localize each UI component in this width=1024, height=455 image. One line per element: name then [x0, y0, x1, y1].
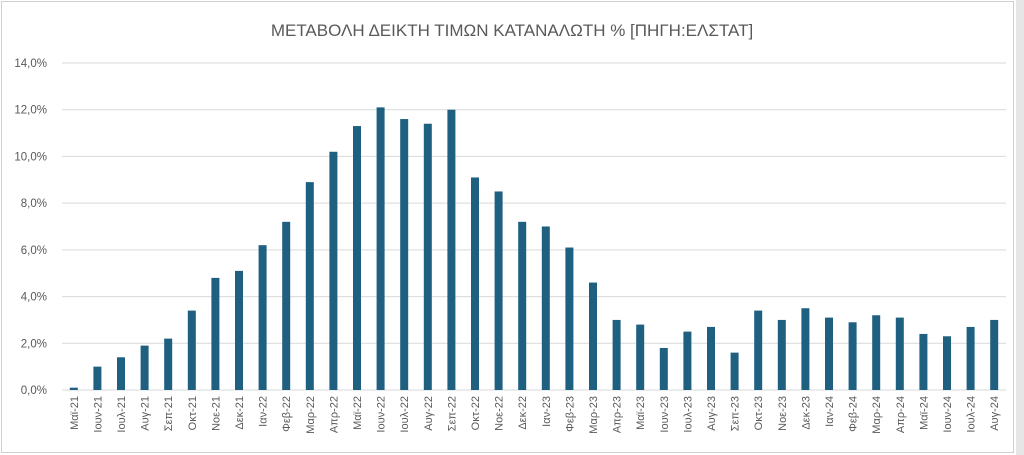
x-axis-labels: Μαϊ-21 Ιουν-21 Ιουλ-21 Αυγ-21 Σεπ-21 Οκτ-21 Νο… — [69, 396, 1001, 434]
bar — [872, 315, 881, 390]
x-tick-label: Απρ-23 — [612, 396, 624, 433]
x-tick-label: Ιαν-23 — [541, 396, 553, 427]
bar — [589, 282, 597, 390]
x-tick-label: Νοε-21 — [210, 396, 222, 431]
bar — [895, 317, 904, 390]
x-tick-label: Μαϊ-22 — [352, 396, 364, 430]
bar — [282, 221, 291, 390]
x-tick-label: Αυγ-24 — [989, 396, 1001, 431]
x-tick-label: Φεβ-22 — [281, 396, 293, 432]
chart-title: ΜΕΤΑΒΟΛΗ ΔΕΙΚΤΗ ΤΙΜΩΝ ΚΑΤΑΝΑΛΩΤΗ % [ΠΗΓΗ… — [271, 21, 753, 40]
y-tick-label: 8,0% — [21, 198, 47, 210]
bar — [140, 345, 149, 390]
bar — [707, 326, 715, 390]
x-tick-label: Φεβ-24 — [848, 396, 860, 432]
window-edge — [1016, 0, 1024, 455]
bar — [93, 366, 102, 390]
bar — [565, 247, 574, 390]
bar — [825, 317, 833, 390]
x-tick-label: Ιουν-21 — [92, 396, 104, 433]
bar — [801, 308, 810, 390]
bar — [990, 319, 999, 390]
x-tick-label: Μαρ-24 — [871, 396, 883, 434]
bar — [848, 322, 857, 390]
x-tick-label: Μαϊ-24 — [918, 396, 930, 430]
x-tick-label: Σεπ-22 — [446, 396, 458, 431]
bar — [494, 191, 503, 390]
bar — [423, 123, 432, 390]
x-tick-label: Ιουλ-23 — [682, 396, 694, 433]
x-tick-label: Ιουν-24 — [942, 396, 954, 433]
bar — [943, 336, 951, 390]
x-tick-label: Νοε-22 — [494, 396, 506, 431]
y-tick-label: 2,0% — [21, 338, 47, 350]
y-tick-label: 6,0% — [21, 245, 47, 257]
x-tick-label: Ιουλ-21 — [116, 396, 128, 433]
bar — [612, 319, 621, 390]
bar — [353, 126, 361, 391]
bar — [211, 277, 220, 390]
x-tick-label: Οκτ-22 — [470, 396, 482, 430]
y-tick-label: 4,0% — [21, 292, 47, 304]
x-tick-label: Ιαν-24 — [824, 396, 836, 427]
bar — [966, 326, 975, 390]
x-tick-label: Αυγ-21 — [140, 396, 152, 431]
x-tick-label: Μαϊ-23 — [635, 396, 647, 430]
x-tick-label: Μαρ-22 — [305, 396, 317, 434]
bar — [683, 331, 692, 390]
x-tick-label: Ιουλ-22 — [399, 396, 411, 433]
bar — [164, 338, 173, 390]
bar — [541, 226, 550, 390]
x-tick-label: Αυγ-22 — [423, 396, 435, 431]
x-tick-label: Ιαν-22 — [258, 396, 270, 427]
y-tick-label: 12,0% — [14, 105, 47, 117]
x-tick-label: Μαρ-23 — [588, 396, 600, 434]
bar — [305, 182, 314, 390]
x-tick-label: Φεβ-23 — [564, 396, 576, 432]
x-tick-label: Απρ-22 — [328, 396, 340, 433]
y-axis-labels: 0,0% 2,0% 4,0% 6,0% 8,0% 10,0% 12,0% 14,0% — [14, 58, 47, 397]
bar — [518, 221, 527, 390]
bar — [447, 109, 456, 390]
x-tick-label: Δεκ-22 — [517, 396, 529, 430]
bar — [69, 387, 78, 390]
x-tick-label: Οκτ-23 — [753, 396, 765, 430]
x-tick-label: Οκτ-21 — [187, 396, 199, 430]
x-tick-label: Σεπ-21 — [163, 396, 175, 431]
bar — [919, 333, 928, 390]
x-tick-label: Νοε-23 — [777, 396, 789, 431]
x-tick-label: Ιουν-23 — [659, 396, 671, 433]
y-tick-label: 0,0% — [21, 385, 47, 397]
x-tick-label: Δεκ-21 — [234, 396, 246, 430]
bar — [258, 245, 267, 390]
x-tick-label: Αυγ-23 — [706, 396, 718, 431]
bar — [636, 324, 645, 390]
bars — [69, 107, 999, 391]
bar — [730, 352, 739, 390]
y-tick-label: 14,0% — [14, 58, 47, 70]
bar — [400, 119, 409, 391]
x-tick-label: Απρ-24 — [895, 396, 907, 433]
bar — [187, 310, 196, 390]
bar — [754, 310, 763, 390]
bar — [376, 107, 385, 390]
bar — [329, 151, 338, 390]
bar — [117, 357, 125, 390]
y-tick-label: 10,0% — [14, 151, 47, 163]
x-tick-label: Δεκ-23 — [800, 396, 812, 430]
bar — [235, 270, 243, 390]
x-tick-label: Μαϊ-21 — [69, 396, 81, 430]
x-tick-label: Ιουν-22 — [376, 396, 388, 433]
x-tick-label: Σεπ-23 — [730, 396, 742, 431]
bar — [471, 177, 479, 390]
x-tick-label: Ιουλ-24 — [966, 396, 978, 433]
bar — [777, 319, 786, 390]
bar — [659, 347, 668, 390]
